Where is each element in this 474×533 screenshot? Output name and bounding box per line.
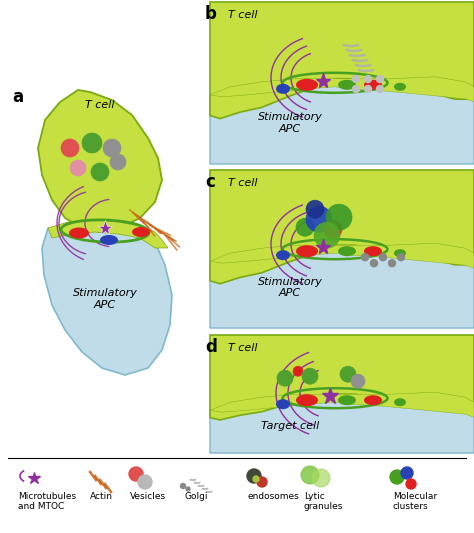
- Text: Molecular
clusters: Molecular clusters: [393, 492, 437, 511]
- Text: Microtubules
and MTOC: Microtubules and MTOC: [18, 492, 76, 511]
- Circle shape: [380, 254, 386, 261]
- Circle shape: [181, 483, 185, 489]
- Circle shape: [353, 85, 359, 93]
- Polygon shape: [210, 335, 474, 420]
- Circle shape: [362, 254, 368, 261]
- Polygon shape: [210, 72, 474, 164]
- Circle shape: [61, 139, 79, 157]
- Text: T cell: T cell: [228, 178, 257, 188]
- Text: T cell: T cell: [85, 100, 115, 110]
- Text: Stimulatory
APC: Stimulatory APC: [257, 112, 322, 134]
- Polygon shape: [210, 392, 474, 417]
- Ellipse shape: [276, 250, 290, 260]
- Circle shape: [253, 476, 259, 482]
- Text: Actin: Actin: [90, 492, 113, 501]
- Circle shape: [82, 133, 102, 153]
- Ellipse shape: [69, 228, 89, 238]
- Circle shape: [376, 85, 383, 93]
- Circle shape: [401, 467, 413, 479]
- Circle shape: [129, 467, 143, 481]
- Circle shape: [91, 163, 109, 181]
- Ellipse shape: [364, 246, 382, 256]
- Text: Stimulatory
APC: Stimulatory APC: [73, 288, 137, 310]
- Circle shape: [365, 76, 372, 83]
- Ellipse shape: [276, 399, 290, 409]
- Text: b: b: [205, 5, 217, 23]
- Polygon shape: [210, 243, 474, 268]
- Ellipse shape: [296, 79, 318, 91]
- Polygon shape: [48, 220, 168, 248]
- Text: d: d: [205, 338, 217, 356]
- Ellipse shape: [338, 395, 356, 405]
- Circle shape: [296, 218, 314, 236]
- Text: a: a: [12, 88, 23, 106]
- Text: endosomes: endosomes: [248, 492, 300, 501]
- Circle shape: [398, 254, 404, 261]
- Circle shape: [324, 220, 342, 238]
- Ellipse shape: [338, 80, 356, 90]
- Text: Lytic
granules: Lytic granules: [304, 492, 343, 511]
- Text: Target cell: Target cell: [261, 422, 319, 431]
- Ellipse shape: [394, 83, 406, 91]
- Circle shape: [138, 475, 152, 489]
- Circle shape: [301, 466, 319, 484]
- Text: Vesicles: Vesicles: [130, 492, 166, 501]
- Ellipse shape: [338, 246, 356, 256]
- Ellipse shape: [296, 394, 318, 406]
- Circle shape: [110, 154, 126, 170]
- Circle shape: [326, 204, 352, 230]
- Ellipse shape: [276, 84, 290, 94]
- Circle shape: [293, 366, 303, 376]
- Circle shape: [340, 366, 356, 382]
- Ellipse shape: [296, 245, 318, 257]
- Circle shape: [186, 487, 190, 491]
- Circle shape: [247, 469, 261, 483]
- Polygon shape: [38, 90, 162, 232]
- Circle shape: [277, 370, 293, 386]
- Polygon shape: [210, 77, 474, 102]
- Circle shape: [312, 469, 330, 487]
- Circle shape: [70, 160, 86, 176]
- Ellipse shape: [100, 235, 118, 245]
- Polygon shape: [42, 224, 172, 375]
- Circle shape: [406, 479, 416, 489]
- Ellipse shape: [394, 398, 406, 406]
- Polygon shape: [210, 238, 474, 328]
- Circle shape: [371, 260, 377, 266]
- Circle shape: [103, 139, 121, 157]
- Circle shape: [390, 470, 404, 484]
- Polygon shape: [210, 387, 474, 453]
- Polygon shape: [210, 2, 474, 119]
- Circle shape: [389, 260, 395, 266]
- Circle shape: [376, 76, 383, 83]
- Polygon shape: [210, 170, 474, 284]
- Circle shape: [351, 374, 365, 388]
- Circle shape: [306, 200, 324, 218]
- Text: T cell: T cell: [228, 10, 257, 20]
- Ellipse shape: [364, 395, 382, 405]
- Circle shape: [314, 222, 340, 248]
- Circle shape: [353, 76, 359, 83]
- Ellipse shape: [394, 249, 406, 257]
- Ellipse shape: [132, 227, 150, 237]
- Ellipse shape: [364, 80, 382, 90]
- Text: c: c: [205, 173, 215, 191]
- Circle shape: [365, 85, 372, 93]
- Text: Stimulatory
APC: Stimulatory APC: [257, 277, 322, 298]
- Circle shape: [302, 368, 318, 384]
- Circle shape: [257, 477, 267, 487]
- Circle shape: [306, 206, 332, 232]
- Text: Golgi: Golgi: [185, 492, 209, 501]
- Text: T cell: T cell: [228, 343, 257, 353]
